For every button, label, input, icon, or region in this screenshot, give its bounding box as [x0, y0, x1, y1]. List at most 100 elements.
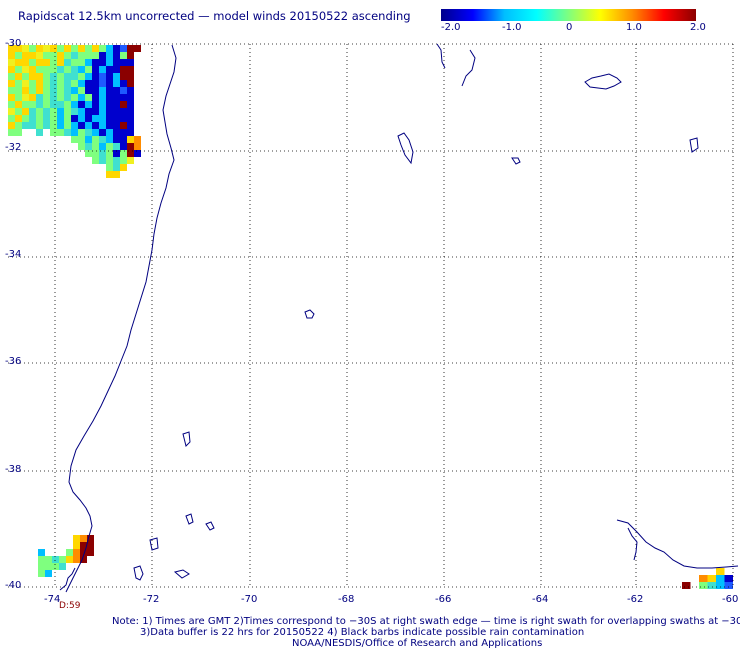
swath-cell: [92, 59, 99, 66]
swath-cell: [92, 136, 99, 143]
swath-cell: [57, 108, 64, 115]
swath-cell: [99, 157, 106, 164]
lat-label-32: -32: [5, 142, 22, 153]
swath-cell: [120, 52, 127, 59]
swath-cell: [120, 157, 127, 164]
swath-cell: [57, 101, 64, 108]
colorbar-label-max: 2.0: [690, 22, 706, 33]
swath-cell: [71, 108, 78, 115]
swath-cell: [71, 129, 78, 136]
swath-cell: [113, 94, 120, 101]
swath-cell: [29, 80, 36, 87]
swath-cell: [15, 94, 22, 101]
swath-cell: [64, 87, 71, 94]
swath-cell: [50, 108, 57, 115]
swath-cell: [99, 150, 106, 157]
swath-cell: [106, 52, 113, 59]
swath-cell: [78, 122, 85, 129]
swath-cell: [8, 101, 15, 108]
swath-cell: [127, 122, 134, 129]
swath-cell: [22, 73, 29, 80]
swath-cell: [36, 59, 43, 66]
swath-cell: [36, 94, 43, 101]
swath-cell: [85, 52, 92, 59]
swath-time-label: D:59: [59, 601, 81, 611]
swath-cell: [92, 150, 99, 157]
swath-cell: [22, 87, 29, 94]
swath-cell: [99, 136, 106, 143]
lon-label-68: -68: [338, 594, 355, 605]
swath-cell: [57, 87, 64, 94]
swath-cell: [57, 94, 64, 101]
swath-cell: [29, 101, 36, 108]
swath-cell: [71, 87, 78, 94]
swath-cell: [106, 59, 113, 66]
swath-cell: [127, 108, 134, 115]
lake-9: [185, 513, 194, 525]
swath-cell: [64, 101, 71, 108]
swath-cell: [57, 115, 64, 122]
swath-cell: [120, 73, 127, 80]
lake-11: [133, 565, 144, 581]
swath-cell: [134, 45, 141, 52]
swath-cell: [113, 129, 120, 136]
swath-cell: [120, 108, 127, 115]
swath-cell: [113, 52, 120, 59]
swath-cell: [127, 150, 134, 157]
swath-cell: [113, 66, 120, 73]
swath-cell: [127, 157, 134, 164]
swath-cell: [64, 59, 71, 66]
lon-label-64: -64: [532, 594, 549, 605]
swath-cell: [127, 101, 134, 108]
swath-cell: [29, 73, 36, 80]
swath-cell: [120, 59, 127, 66]
swath-cell: [92, 101, 99, 108]
lon-label-66: -66: [435, 594, 452, 605]
swath-cell: [85, 129, 92, 136]
swath-cell: [120, 101, 127, 108]
lon-label-70: -70: [241, 594, 258, 605]
swath-cell: [29, 94, 36, 101]
swath-cell: [52, 556, 59, 563]
swath-cell: [87, 542, 94, 549]
swath-cell: [92, 115, 99, 122]
swath-cell: [80, 549, 87, 556]
swath-cell: [50, 87, 57, 94]
swath-cell: [106, 136, 113, 143]
swath-cell: [50, 94, 57, 101]
lake-8: [182, 431, 191, 447]
swath-cell: [120, 87, 127, 94]
swath-cell: [127, 45, 134, 52]
swath-cell: [99, 59, 106, 66]
swath-cell: [36, 52, 43, 59]
swath-cell: [78, 52, 85, 59]
lake-4: [397, 132, 414, 165]
swath-cell: [92, 66, 99, 73]
swath-cell: [99, 115, 106, 122]
swath-cell: [724, 575, 733, 582]
lake-7: [689, 137, 699, 153]
swath-cell: [113, 171, 120, 178]
swath-cell: [85, 59, 92, 66]
swath-cell: [64, 66, 71, 73]
swath-cell: [50, 52, 57, 59]
swath-cell: [92, 52, 99, 59]
swath-cell: [15, 66, 22, 73]
swath-cell: [71, 115, 78, 122]
swath-cell: [71, 136, 78, 143]
swath-cell: [8, 52, 15, 59]
swath-cell: [50, 59, 57, 66]
swath-cell: [73, 542, 80, 549]
swath-cell: [99, 66, 106, 73]
lake-5: [511, 157, 521, 165]
swath-cell: [80, 535, 87, 542]
swath-cell: [85, 94, 92, 101]
swath-cell: [106, 45, 113, 52]
swath-cell: [15, 87, 22, 94]
swath-cell: [43, 94, 50, 101]
swath-cell: [22, 80, 29, 87]
swath-cell: [92, 73, 99, 80]
swath-cell: [57, 129, 64, 136]
swath-cell: [8, 66, 15, 73]
lon-label-72: -72: [143, 594, 160, 605]
